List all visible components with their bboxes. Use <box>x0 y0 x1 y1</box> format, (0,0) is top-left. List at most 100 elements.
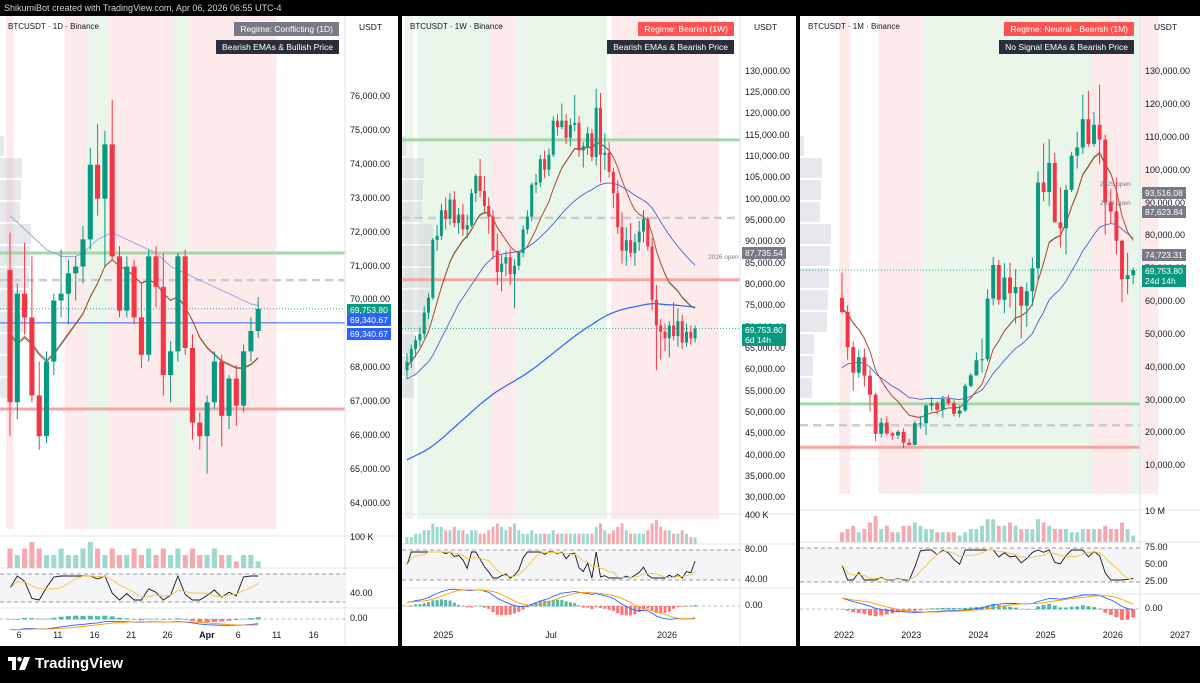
volume-bar <box>233 561 239 568</box>
volume-bar <box>659 526 663 544</box>
macd-histogram-bar <box>43 618 50 620</box>
macd-histogram-bar <box>1092 607 1096 610</box>
bearish-regime-band <box>1091 16 1131 494</box>
volume-bar <box>87 542 93 568</box>
macd-histogram-bar <box>482 606 486 608</box>
volume-bar <box>414 533 418 544</box>
macd-histogram-bar <box>564 601 568 607</box>
macd-histogram-bar <box>693 605 697 607</box>
macd-histogram-bar <box>211 619 217 622</box>
volume-bar <box>957 535 962 542</box>
volume-profile-bar <box>800 312 827 332</box>
volume-bar <box>530 530 534 544</box>
volume-bar <box>594 526 598 544</box>
currency-label: USDT <box>359 22 383 32</box>
candle <box>444 197 448 230</box>
candle <box>448 193 452 226</box>
chart-panel-1w[interactable]: BTCUSDT · 1W · Binance USDT Regime: Bearis… <box>402 16 796 646</box>
rsi-signal-line <box>841 549 1134 581</box>
candle <box>840 272 844 314</box>
candle <box>1114 177 1119 255</box>
macd-histogram-bar <box>534 602 538 607</box>
volume-bar <box>680 530 684 544</box>
candle <box>226 375 232 430</box>
volume-bar <box>616 526 620 544</box>
time-tick: 2024 <box>968 630 989 640</box>
macd-histogram-bar <box>512 606 517 614</box>
candle <box>577 116 581 157</box>
candle <box>95 124 101 216</box>
bearish-regime-band <box>878 16 924 494</box>
macd-histogram-bar <box>996 605 1001 610</box>
volume-bar <box>435 526 439 544</box>
price-tick: 71,000.00 <box>350 260 391 271</box>
macd-histogram-bar <box>684 605 689 607</box>
macd-histogram-bar <box>116 617 123 620</box>
chart-canvas[interactable] <box>800 16 1200 646</box>
candle <box>590 129 594 162</box>
chart-panel-1m[interactable]: BTCUSDT · 1M · Binance USDT Regime: Neutra… <box>800 16 1200 646</box>
tradingview-logo[interactable]: TradingView <box>8 655 123 672</box>
candle <box>663 323 667 352</box>
macd-histogram-bar <box>1120 609 1124 621</box>
candle <box>667 321 671 358</box>
volume-bar <box>1019 529 1024 542</box>
macd-histogram-bar <box>36 618 42 620</box>
volume-bar <box>641 533 646 544</box>
volume-profile-bar <box>0 268 29 288</box>
macd-histogram-bar <box>233 619 239 621</box>
volume-bar <box>564 533 568 544</box>
macd-histogram-bar <box>255 617 261 620</box>
volume-bar <box>478 533 482 544</box>
candle <box>422 306 426 339</box>
macd-histogram-bar <box>160 619 166 620</box>
candle <box>1069 151 1074 193</box>
volume-bar <box>131 548 137 568</box>
chart-panel-1d[interactable]: BTCUSDT · 1D · Binance USDT Regime: Confli… <box>0 16 398 646</box>
bearish-regime-band <box>490 16 517 519</box>
volume-bar <box>189 548 196 568</box>
candle <box>676 308 680 347</box>
candle <box>646 216 650 251</box>
chart-canvas[interactable] <box>0 16 398 646</box>
price-tick: 50,000.00 <box>1145 328 1186 339</box>
volume-bar <box>538 533 542 544</box>
volume-bar <box>840 532 844 542</box>
volume-profile-bar <box>0 224 31 244</box>
chart-canvas[interactable] <box>402 16 796 646</box>
candle <box>641 210 646 243</box>
volume-profile-bar <box>0 180 21 200</box>
price-tick: 50,000.00 <box>745 406 786 417</box>
macd-histogram-bar <box>624 606 628 616</box>
macd-histogram-bar <box>414 604 418 607</box>
price-marker-countdown: 6d 14h <box>745 334 771 345</box>
price-tick: 76,000.00 <box>350 90 391 101</box>
candle <box>102 130 108 267</box>
volume-profile-bar <box>800 378 812 398</box>
macd-histogram-bar <box>851 609 856 613</box>
volume-bar <box>633 533 637 544</box>
macd-histogram-bar <box>517 606 521 612</box>
price-tick: 115,000.00 <box>745 129 790 140</box>
volume-bar <box>422 530 426 544</box>
price-tick: 30,000.00 <box>1145 394 1186 405</box>
volume-bar <box>590 533 594 544</box>
candle <box>1097 84 1102 165</box>
candle <box>517 250 521 270</box>
price-tick: 72,000.00 <box>350 226 391 237</box>
volume-bar <box>409 537 413 544</box>
time-tick: 2023 <box>901 630 922 640</box>
tradingview-logo-icon <box>8 657 30 670</box>
volume-bar <box>991 519 996 542</box>
price-marker: 87,735.54 <box>742 246 786 259</box>
volume-bar <box>160 548 166 568</box>
volume-profile-bar <box>402 246 432 266</box>
volume-bar <box>465 533 469 544</box>
macd-histogram-bar <box>405 606 409 607</box>
volume-bar <box>452 526 456 544</box>
macd-histogram-bar <box>1103 609 1108 613</box>
macd-histogram-bar <box>1036 606 1040 610</box>
macd-histogram-bar <box>1047 603 1052 610</box>
regime-label: Regime: Neutral - Bearish (1M) <box>1004 22 1134 36</box>
candle <box>996 260 1001 305</box>
